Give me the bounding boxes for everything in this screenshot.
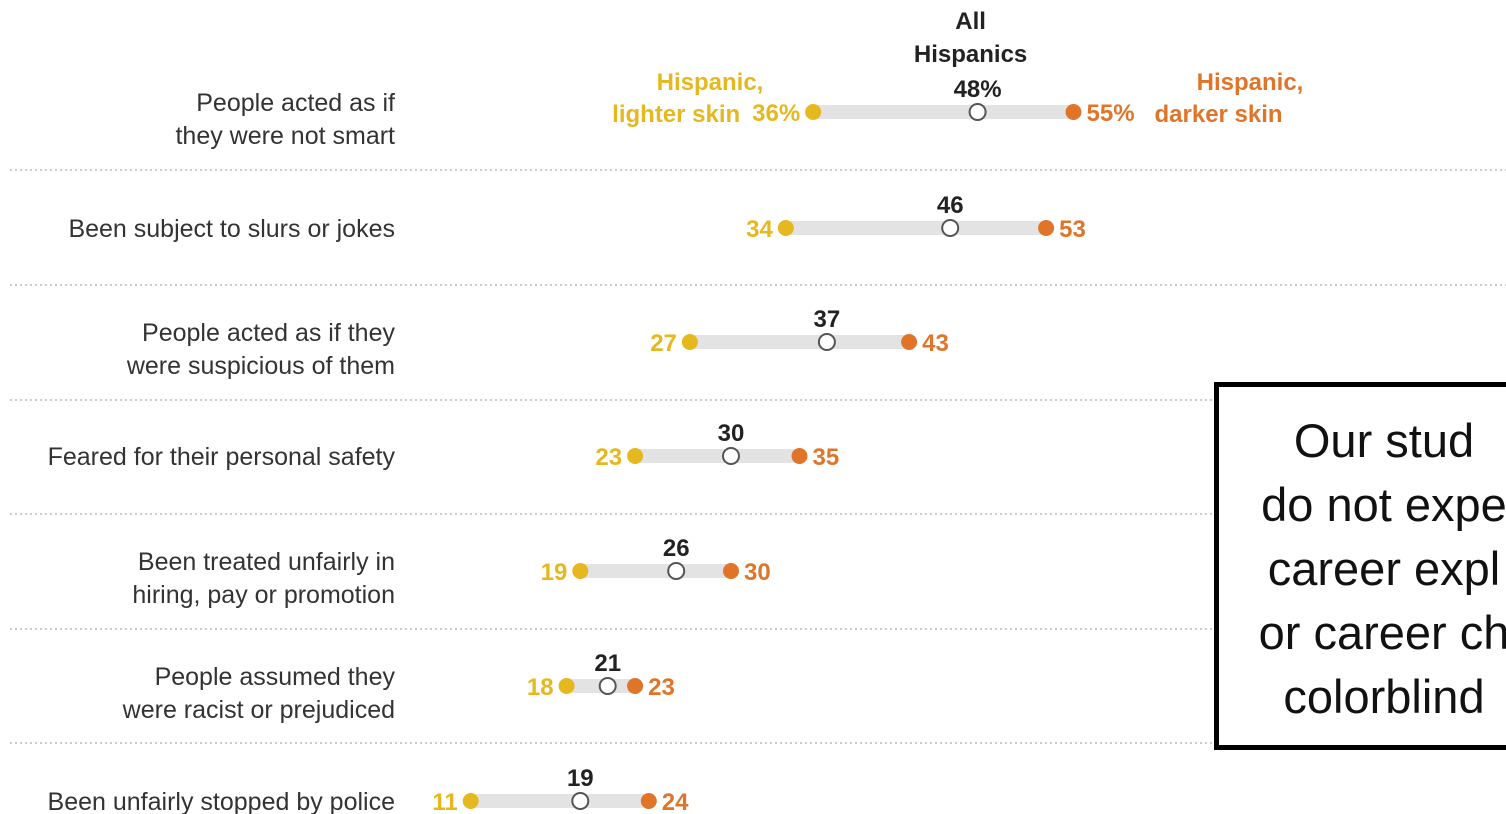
value-all-hispanics-4: 30 <box>718 420 745 447</box>
category-label-7: Been unfairly stopped by police <box>48 788 395 814</box>
value-all-hispanics-1: 48% <box>954 76 1002 103</box>
range-bar-7 <box>470 794 649 808</box>
value-lighter-skin-7: 11 <box>432 789 457 814</box>
value-darker-skin-3: 43 <box>922 330 949 357</box>
dot-lighter-skin-4 <box>627 448 644 464</box>
range-bar-2 <box>785 221 1047 235</box>
value-darker-skin-6: 23 <box>648 674 675 701</box>
value-all-hispanics-7: 19 <box>567 765 594 792</box>
dot-darker-skin-2 <box>1038 220 1055 236</box>
value-lighter-skin-2: 34 <box>746 216 773 243</box>
category-label-3-line-2: were suspicious of them <box>126 352 395 380</box>
dot-lighter-skin-2 <box>777 220 794 236</box>
dot-all-hispanics-7 <box>571 792 590 810</box>
dot-darker-skin-7 <box>640 793 657 809</box>
value-lighter-skin-5: 19 <box>541 559 568 586</box>
dot-lighter-skin-7 <box>462 793 479 809</box>
category-label-4: Feared for their personal safety <box>48 443 396 471</box>
category-label-1: People acted as if they were not smart <box>175 89 395 150</box>
dot-darker-skin-6 <box>627 678 644 694</box>
range-bar-3 <box>689 335 910 349</box>
dot-darker-skin-1 <box>1065 104 1082 120</box>
dot-all-hispanics-4 <box>722 447 740 465</box>
category-label-6: People assumed they were racist or prejud… <box>122 663 396 724</box>
data-points <box>462 103 1082 810</box>
value-labels: 36% 55% 48% 34 53 46 27 43 37 23 35 30 19 30 26 18 23 21 1… <box>432 76 1134 814</box>
dot-darker-skin-3 <box>901 334 918 350</box>
header-darker-skin-line-2: darker skin <box>1155 101 1283 128</box>
dot-lighter-skin-5 <box>572 563 589 579</box>
dot-lighter-skin-6 <box>558 678 575 694</box>
value-darker-skin-7: 24 <box>662 789 689 814</box>
category-label-5: Been treated unfairly in hiring, pay or p… <box>132 548 395 609</box>
value-all-hispanics-5: 26 <box>663 535 690 562</box>
value-darker-skin-1: 55% <box>1087 100 1135 127</box>
header-lighter-skin-line-1: Hispanic, <box>657 69 764 96</box>
dot-lighter-skin-3 <box>681 334 698 350</box>
range-bar-5 <box>580 564 731 578</box>
category-label-2: Been subject to slurs or jokes <box>68 215 395 243</box>
value-darker-skin-2: 53 <box>1059 216 1086 243</box>
header-all-hispanics: All Hispanics <box>914 8 1027 68</box>
category-label-6-line-1: People assumed they <box>155 663 396 691</box>
header-all-hispanics-line-2: Hispanics <box>914 41 1027 68</box>
dot-all-hispanics-5 <box>667 562 686 580</box>
header-darker-skin-line-1: Hispanic, <box>1197 69 1304 96</box>
category-label-5-line-1: Been treated unfairly in <box>138 548 395 576</box>
dot-lighter-skin-1 <box>805 104 822 120</box>
dot-darker-skin-4 <box>791 448 808 464</box>
category-label-3: People acted as if they were suspicious o… <box>126 319 396 380</box>
category-label-6-line-2: were racist or prejudiced <box>122 696 395 724</box>
dot-all-hispanics-1 <box>968 103 987 121</box>
series-headers: All Hispanics Hispanic, lighter skin Hispani… <box>612 8 1303 128</box>
value-all-hispanics-3: 37 <box>814 306 841 333</box>
value-darker-skin-4: 35 <box>813 444 840 471</box>
value-lighter-skin-1: 36% <box>752 100 800 127</box>
header-lighter-skin-line-2: lighter skin <box>612 101 740 128</box>
value-all-hispanics-6: 21 <box>594 650 621 677</box>
value-darker-skin-5: 30 <box>744 559 771 586</box>
value-lighter-skin-6: 18 <box>527 674 554 701</box>
category-label-1-line-2: they were not smart <box>175 122 395 150</box>
value-lighter-skin-4: 23 <box>595 444 622 471</box>
dot-all-hispanics-3 <box>817 333 836 351</box>
category-labels: People acted as if they were not smart Bee… <box>48 89 396 814</box>
dot-all-hispanics-2 <box>941 219 960 237</box>
header-all-hispanics-line-1: All <box>955 8 986 35</box>
range-bars <box>470 105 1074 808</box>
dot-all-hispanics-6 <box>598 677 617 695</box>
range-bar-1 <box>813 105 1074 119</box>
dot-darker-skin-5 <box>723 563 739 579</box>
category-label-3-line-1: People acted as if they <box>142 319 395 347</box>
category-label-1-line-1: People acted as if <box>196 89 395 117</box>
range-bar-4 <box>635 449 800 463</box>
value-all-hispanics-2: 46 <box>937 192 964 219</box>
value-lighter-skin-3: 27 <box>650 330 677 357</box>
category-label-5-line-2: hiring, pay or promotion <box>132 581 395 609</box>
